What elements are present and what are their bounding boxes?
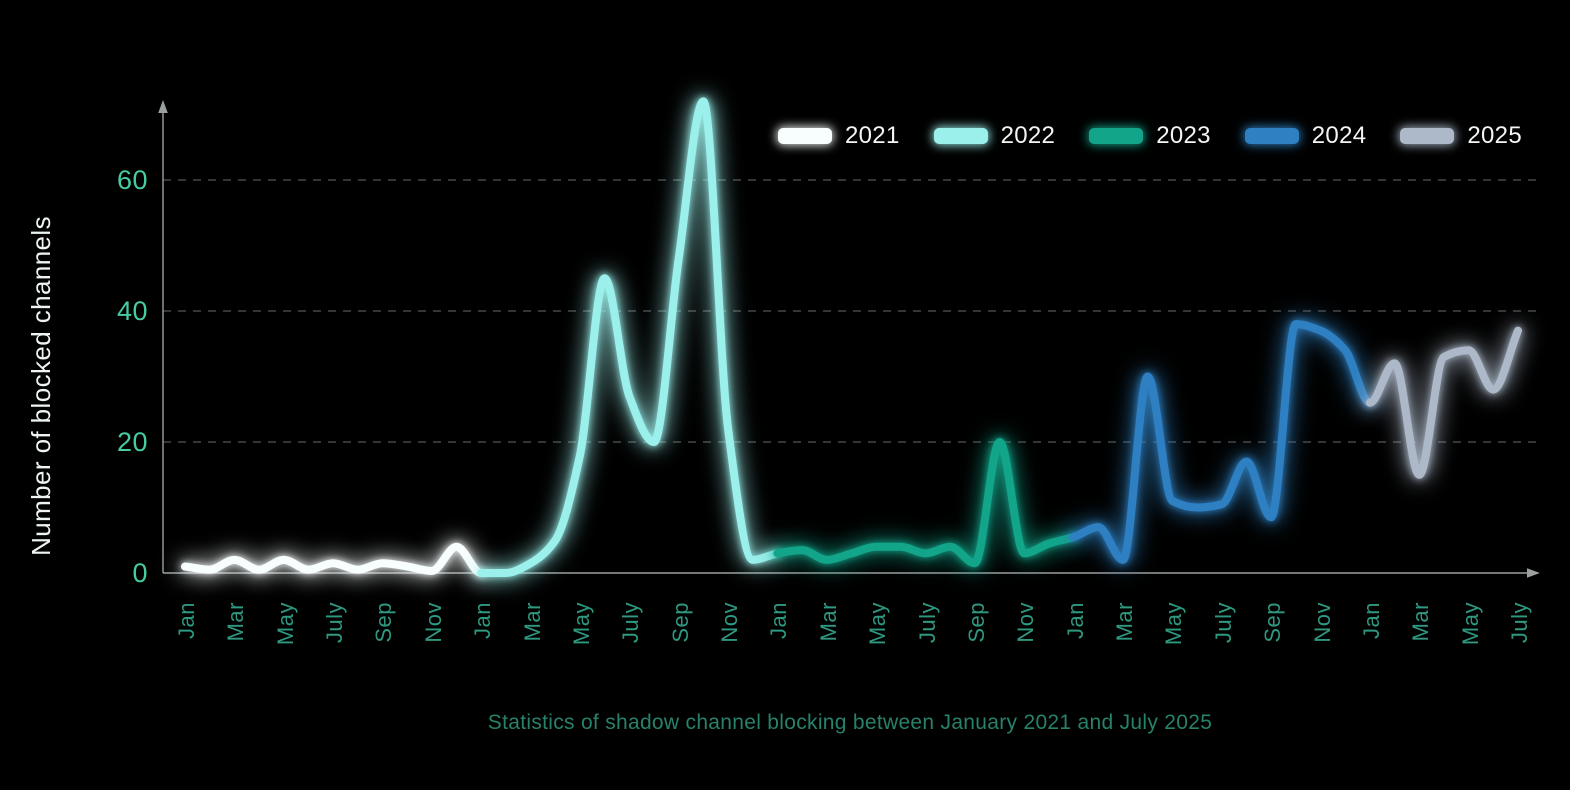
x-tick-label-text: Sep (667, 602, 693, 643)
legend: 2021 2022 2023 2024 2025 (778, 122, 1522, 150)
x-tick-label-text: Nov (1013, 602, 1039, 643)
legend-swatch-2025-icon (1400, 128, 1455, 144)
x-axis-arrow-icon (1527, 568, 1540, 578)
x-tick-label-text: July (1506, 602, 1532, 644)
legend-swatch-2021-icon (778, 128, 832, 144)
x-tick-label-text: Nov (717, 602, 743, 643)
y-axis-title-text: Number of blocked channels (26, 216, 56, 556)
legend-swatch-2024-icon (1244, 128, 1299, 144)
x-tick-label-text: May (272, 602, 298, 646)
x-tick-label-text: May (865, 602, 891, 646)
x-tick-label-text: Jan (470, 602, 496, 639)
y-tick-label-60: 60 (116, 165, 148, 195)
x-tick-label-text: Jan (1358, 602, 1384, 639)
x-tick-label-text: May (1457, 602, 1483, 646)
series-line-2024 (1069, 320, 1374, 564)
legend-item-2024: 2024 (1244, 122, 1367, 150)
x-tick-label-text: July (914, 602, 940, 644)
legend-swatch-2023-icon (1089, 128, 1144, 144)
y-tick-label-20: 20 (116, 427, 148, 457)
x-tick-label-text: Mar (519, 602, 545, 642)
legend-label-2024: 2024 (1311, 122, 1367, 149)
x-tick-label-text: Jan (1062, 602, 1088, 639)
legend-item-2021: 2021 (778, 122, 900, 150)
x-tick-label-text: Jan (766, 602, 792, 639)
legend-item-2023: 2023 (1089, 122, 1211, 150)
x-tick-label-text: Mar (1408, 602, 1434, 642)
x-tick-label-text: Sep (371, 602, 397, 643)
x-tick-label-text: July (1210, 602, 1236, 644)
series-line-2025 (1365, 326, 1522, 479)
x-tick-label-text: Mar (815, 602, 841, 642)
gridlines-group (163, 179, 1543, 443)
x-tick-label-text: Nov (1309, 602, 1335, 643)
x-tick-label-text: Mar (223, 602, 249, 642)
legend-label-2022: 2022 (1000, 122, 1056, 149)
y-tick-label-40: 40 (116, 296, 148, 326)
legend-label-2023: 2023 (1156, 122, 1211, 149)
chart-caption: Statistics of shadow channel blocking be… (487, 711, 1213, 734)
legend-label-2025: 2025 (1467, 122, 1522, 149)
axes-group (158, 100, 1540, 578)
x-tick-label-text: Nov (420, 602, 446, 643)
x-tick-label-text: Sep (963, 602, 989, 643)
legend-item-2022: 2022 (933, 122, 1056, 150)
legend-swatch-2022-icon (933, 128, 988, 144)
x-tick-label-text: Jan (174, 602, 199, 639)
x-tick-label-text: Sep (1260, 602, 1286, 643)
series-line-2023 (773, 438, 1078, 568)
x-tick-label-text: July (618, 602, 644, 644)
series-line-2022 (477, 97, 782, 577)
series-line-2021 (181, 542, 486, 577)
x-tick-label-text: Mar (1112, 602, 1138, 642)
series-lines-group (181, 97, 1522, 577)
legend-item-2025: 2025 (1400, 122, 1522, 150)
x-tick-label-text: July (322, 602, 348, 644)
y-axis-arrow-icon (158, 100, 168, 113)
x-tick-label-text: May (568, 602, 594, 646)
x-tick-label-text: May (1161, 602, 1187, 646)
y-tick-label-0: 0 (132, 558, 148, 588)
legend-label-2021: 2021 (845, 122, 900, 149)
